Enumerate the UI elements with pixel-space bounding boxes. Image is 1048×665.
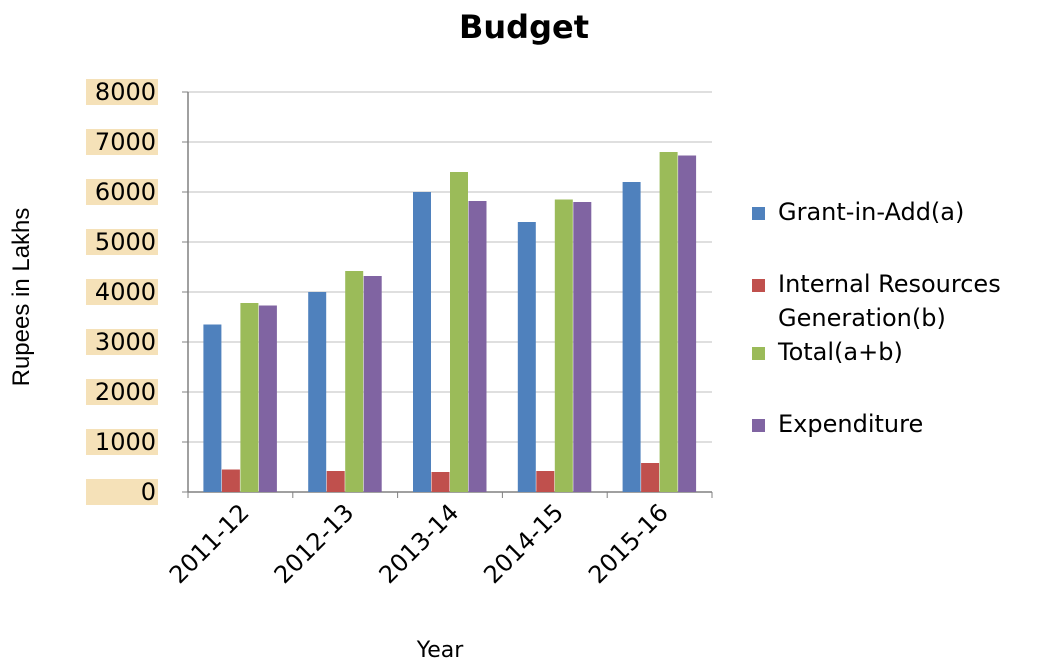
y-tick-label: 8000: [95, 78, 156, 106]
legend-label-grant: Grant-in-Add(a): [752, 195, 1042, 229]
legend-item-total: Total(a+b): [752, 335, 1042, 369]
bar: [432, 472, 450, 492]
x-tick-label: 2015-16: [583, 498, 674, 589]
legend-swatch-total: [752, 347, 765, 360]
x-tick-label: 2011-12: [164, 498, 255, 589]
legend-label-expenditure: Expenditure: [752, 407, 1042, 441]
legend-label-internal-resources: Internal Resources Generation(b): [752, 267, 1048, 335]
y-tick-label: 0: [141, 478, 156, 506]
x-tick-label: 2014-15: [478, 498, 569, 589]
y-tick-label: 3000: [95, 328, 156, 356]
y-tick-label: 7000: [95, 128, 156, 156]
y-tick-label: 1000: [95, 428, 156, 456]
bar: [345, 271, 363, 492]
bar: [450, 172, 468, 492]
bar: [222, 470, 240, 493]
y-tick-label: 4000: [95, 278, 156, 306]
x-tick-label: 2012-13: [269, 498, 360, 589]
bar: [327, 471, 345, 492]
legend-item-grant: Grant-in-Add(a): [752, 195, 1042, 229]
bar: [623, 182, 641, 492]
y-tick-label: 5000: [95, 228, 156, 256]
bar: [555, 200, 573, 493]
legend-item-expenditure: Expenditure: [752, 407, 1042, 441]
y-tick-label: 2000: [95, 378, 156, 406]
bar: [469, 201, 487, 492]
bar: [203, 325, 221, 493]
legend-swatch-internal-resources: [752, 279, 765, 292]
bar: [364, 276, 382, 492]
bar: [641, 463, 659, 492]
bar: [240, 303, 258, 492]
legend: Grant-in-Add(a) Internal Resources Gener…: [752, 195, 1042, 441]
bar: [259, 306, 277, 493]
bar: [308, 292, 326, 492]
bar: [573, 202, 591, 492]
bar: [660, 152, 678, 492]
legend-item-internal-resources: Internal Resources Generation(b): [752, 267, 1042, 335]
bar: [518, 222, 536, 492]
legend-label-total: Total(a+b): [752, 335, 1042, 369]
bar: [678, 156, 696, 493]
y-tick-label: 6000: [95, 178, 156, 206]
x-tick-label: 2013-14: [374, 498, 465, 589]
legend-swatch-expenditure: [752, 419, 765, 432]
bar: [536, 471, 554, 492]
legend-swatch-grant: [752, 207, 765, 220]
bar: [413, 192, 431, 492]
